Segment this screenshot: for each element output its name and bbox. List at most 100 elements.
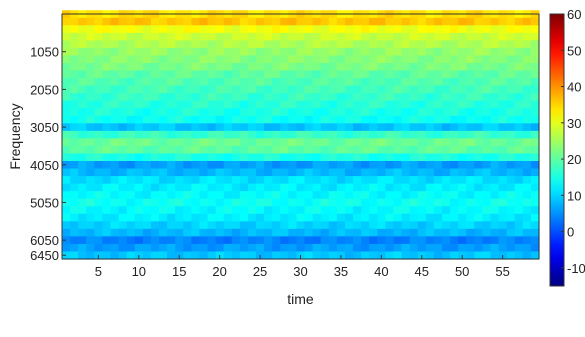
heatmap-cell	[142, 55, 152, 64]
heatmap-cell	[239, 100, 249, 109]
heatmap-cell	[280, 47, 289, 57]
heatmap-cell	[328, 251, 338, 260]
heatmap-cell	[159, 32, 168, 41]
heatmap-cell	[409, 145, 419, 155]
heatmap-cell	[223, 78, 233, 87]
heatmap-cell	[458, 115, 467, 124]
heatmap-cell	[215, 138, 225, 147]
heatmap-cell	[191, 55, 201, 64]
heatmap-cell	[215, 70, 225, 79]
heatmap-cell	[336, 40, 346, 49]
heatmap-cell	[239, 115, 249, 124]
heatmap-cell	[482, 85, 492, 94]
heatmap-cell	[272, 32, 281, 41]
heatmap-cell	[336, 25, 346, 34]
heatmap-cell	[522, 100, 532, 109]
heatmap-cell	[433, 206, 443, 215]
heatmap-cell	[450, 228, 459, 237]
heatmap-cell	[231, 108, 241, 117]
heatmap-cell	[118, 63, 128, 72]
heatmap-cell	[150, 221, 160, 230]
heatmap-cell	[320, 138, 330, 147]
heatmap-cell	[425, 93, 435, 102]
heatmap-cell	[312, 145, 322, 155]
heatmap-cell	[361, 236, 370, 245]
heatmap-cell	[393, 213, 403, 222]
heatmap-cell	[256, 168, 265, 177]
heatmap-cell	[159, 55, 168, 64]
heatmap-cell	[490, 17, 500, 26]
heatmap-cell	[256, 243, 265, 253]
heatmap-cell	[369, 123, 378, 132]
heatmap-cell	[320, 85, 330, 94]
heatmap-cell	[280, 32, 289, 41]
heatmap-cell	[328, 153, 338, 162]
heatmap-cell	[296, 85, 306, 94]
heatmap-cell	[207, 130, 217, 139]
heatmap-cell	[183, 161, 192, 170]
heatmap-cell	[280, 78, 289, 87]
heatmap-cell	[118, 251, 128, 260]
heatmap-cell	[482, 70, 492, 79]
heatmap-cell	[498, 93, 508, 102]
heatmap-cell	[336, 32, 346, 41]
heatmap-cell	[417, 138, 427, 147]
heatmap-cell	[183, 78, 192, 87]
heatmap-cell	[288, 63, 298, 72]
heatmap-cell	[118, 47, 128, 57]
heatmap-cell	[409, 161, 419, 170]
heatmap-cell	[264, 63, 273, 72]
heatmap-cell	[150, 183, 160, 192]
heatmap-cell	[102, 145, 112, 155]
heatmap-cell	[530, 100, 540, 109]
heatmap-cell	[199, 138, 209, 147]
heatmap-cell	[336, 100, 346, 109]
heatmap-cell	[264, 123, 273, 132]
heatmap-cell	[296, 191, 306, 200]
heatmap-cell	[514, 115, 524, 124]
heatmap-cell	[175, 161, 184, 170]
heatmap-cell	[377, 70, 386, 79]
heatmap-cell	[361, 228, 370, 237]
heatmap-cell	[167, 130, 176, 139]
heatmap-cell	[142, 115, 152, 124]
heatmap-cell	[458, 206, 467, 215]
heatmap-cell	[369, 161, 378, 170]
heatmap-cell	[361, 130, 370, 139]
heatmap-cell	[223, 243, 233, 253]
heatmap-cell	[320, 206, 330, 215]
heatmap-cell	[320, 55, 330, 64]
heatmap-cell	[393, 70, 403, 79]
heatmap-cell	[353, 32, 362, 41]
heatmap-cell	[361, 221, 370, 230]
heatmap-cell	[215, 243, 225, 253]
heatmap-cell	[466, 55, 475, 64]
heatmap-cell	[175, 32, 184, 41]
heatmap-cell	[199, 63, 209, 72]
heatmap-cell	[320, 168, 330, 177]
heatmap-cell	[94, 191, 104, 200]
heatmap-cell	[118, 100, 128, 109]
heatmap-cell	[126, 78, 136, 87]
heatmap-cell	[361, 153, 370, 162]
heatmap-cell	[239, 63, 249, 72]
heatmap-cell	[86, 40, 95, 49]
heatmap-cell	[530, 85, 540, 94]
heatmap-cell	[288, 168, 298, 177]
heatmap-cell	[86, 145, 95, 155]
heatmap-cell	[296, 40, 306, 49]
heatmap-cell	[183, 213, 192, 222]
heatmap-cell	[450, 176, 459, 185]
heatmap-cell	[385, 70, 395, 79]
heatmap-cell	[369, 130, 378, 139]
heatmap-cell	[530, 32, 540, 41]
heatmap-cell	[482, 40, 492, 49]
heatmap-cell	[175, 63, 184, 72]
heatmap-cell	[466, 221, 475, 230]
heatmap-cell	[320, 161, 330, 170]
heatmap-cell	[183, 206, 192, 215]
heatmap-cell	[498, 17, 508, 26]
heatmap-cell	[102, 206, 112, 215]
heatmap-cell	[490, 168, 500, 177]
